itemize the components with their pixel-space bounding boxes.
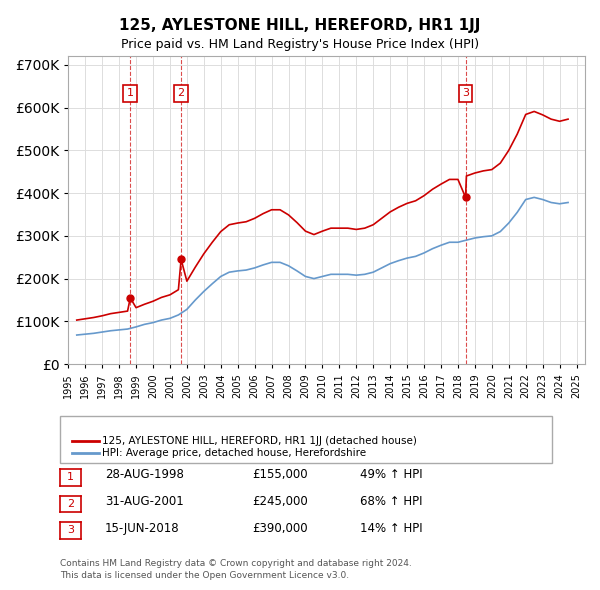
Text: 2: 2: [178, 88, 185, 99]
Text: Price paid vs. HM Land Registry's House Price Index (HPI): Price paid vs. HM Land Registry's House …: [121, 38, 479, 51]
Text: 125, AYLESTONE HILL, HEREFORD, HR1 1JJ (detached house): 125, AYLESTONE HILL, HEREFORD, HR1 1JJ (…: [102, 436, 417, 445]
Text: 3: 3: [67, 526, 74, 535]
Text: 1: 1: [127, 88, 134, 99]
Text: 3: 3: [462, 88, 469, 99]
Text: 1: 1: [67, 473, 74, 482]
Text: 2: 2: [67, 499, 74, 509]
Text: This data is licensed under the Open Government Licence v3.0.: This data is licensed under the Open Gov…: [60, 571, 349, 580]
Text: £390,000: £390,000: [252, 522, 308, 535]
Text: £155,000: £155,000: [252, 468, 308, 481]
Text: 15-JUN-2018: 15-JUN-2018: [105, 522, 179, 535]
Text: 28-AUG-1998: 28-AUG-1998: [105, 468, 184, 481]
Text: £245,000: £245,000: [252, 495, 308, 508]
Text: 14% ↑ HPI: 14% ↑ HPI: [360, 522, 422, 535]
Text: 31-AUG-2001: 31-AUG-2001: [105, 495, 184, 508]
Text: 49% ↑ HPI: 49% ↑ HPI: [360, 468, 422, 481]
Text: Contains HM Land Registry data © Crown copyright and database right 2024.: Contains HM Land Registry data © Crown c…: [60, 559, 412, 568]
Text: 68% ↑ HPI: 68% ↑ HPI: [360, 495, 422, 508]
Text: HPI: Average price, detached house, Herefordshire: HPI: Average price, detached house, Here…: [102, 448, 366, 458]
Text: 125, AYLESTONE HILL, HEREFORD, HR1 1JJ: 125, AYLESTONE HILL, HEREFORD, HR1 1JJ: [119, 18, 481, 32]
